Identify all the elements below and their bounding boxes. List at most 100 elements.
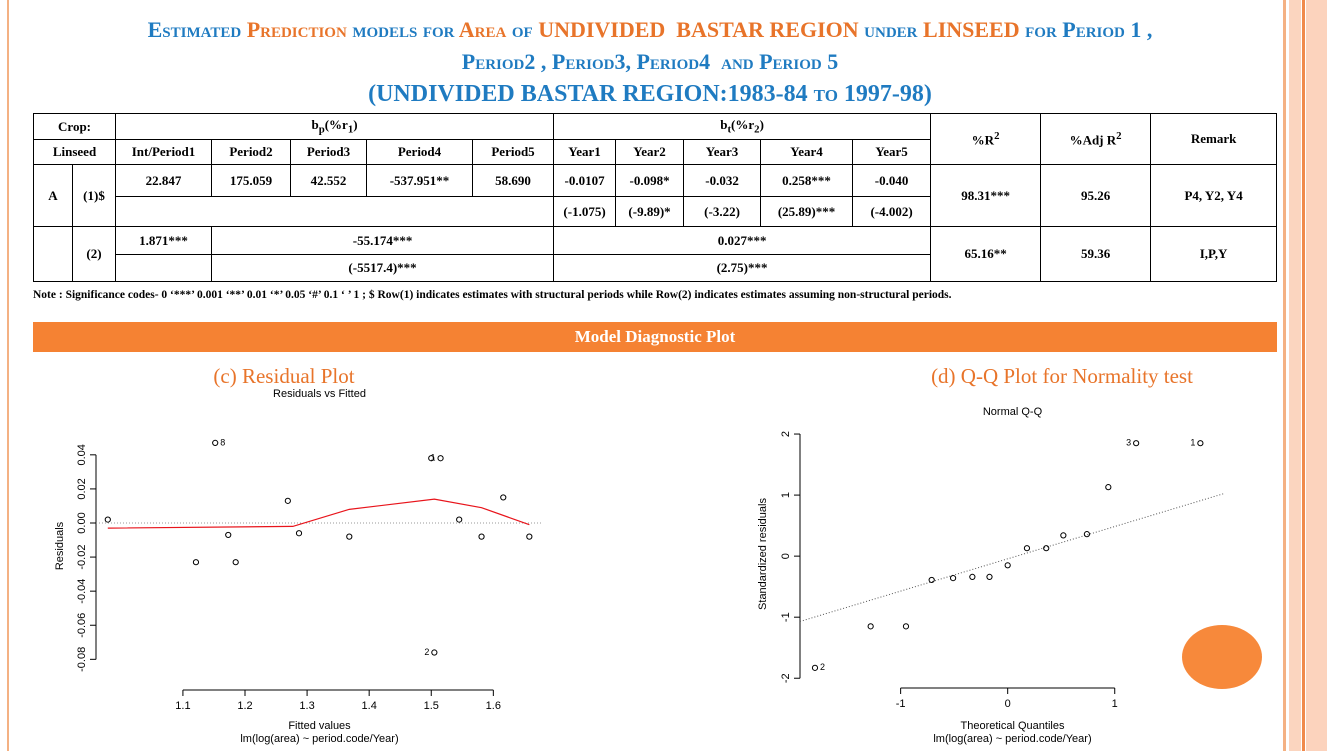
point	[1043, 545, 1050, 552]
x-tick-label: 1.6	[486, 700, 501, 712]
plot-heading: (d) Q-Q Plot for Normality test	[931, 364, 1193, 388]
y-tick-label: 0.00	[76, 512, 88, 533]
cell: (2)	[71, 226, 117, 282]
point	[1023, 545, 1031, 552]
cell: -0.098*	[615, 164, 685, 197]
x-axis-label: Theoretical Quantiles	[961, 720, 1065, 732]
cell	[115, 196, 555, 227]
header-text: )	[353, 117, 358, 133]
header-cell: Int/Period1	[115, 139, 213, 165]
header-cell: Crop:	[32, 113, 117, 140]
header-cell: Period5	[472, 139, 555, 165]
point	[232, 559, 239, 566]
cell: 98.31***	[930, 164, 1042, 227]
y-tick-label: 0.02	[76, 478, 88, 499]
header-cell: Linseed	[32, 139, 117, 165]
decor-circle	[1182, 625, 1262, 689]
point	[1197, 440, 1204, 447]
header-text: %R	[971, 132, 995, 148]
title-line: Estimated Prediction models for Area of …	[20, 16, 1280, 44]
header-text: )	[759, 117, 764, 133]
y-tick-label: -0.06	[76, 613, 88, 638]
title-segment: models for	[352, 17, 459, 42]
x-tick-label: 1	[1112, 698, 1118, 710]
y-tick-label: -1	[780, 612, 792, 622]
y-axis-label: Residuals	[54, 521, 66, 570]
point	[867, 623, 874, 630]
point-label: 8	[220, 437, 225, 447]
title-segment: under	[864, 17, 924, 42]
title-line: Period2 , Period3, Period4 and Period 5	[20, 48, 1280, 76]
point	[969, 573, 976, 580]
x-tick-label: 1.4	[362, 700, 377, 712]
right-stripe	[1283, 0, 1286, 751]
point-label: 2	[424, 647, 429, 657]
x-tick-label: 1.3	[299, 700, 314, 712]
cell: 65.16**	[930, 226, 1042, 282]
title-segment: Period2 , Period3, Period4 and Period 5	[461, 49, 839, 74]
y-tick-label: -0.02	[76, 545, 88, 570]
right-stripe	[1306, 0, 1327, 751]
cell: P4, Y2, Y4	[1150, 164, 1278, 227]
y-tick-label: 2	[780, 431, 792, 437]
title-segment: LINSEED	[923, 17, 1026, 42]
point-label: 1	[431, 453, 436, 463]
cell	[33, 226, 73, 282]
point	[1105, 484, 1112, 491]
header-cell: bp(%r1)	[115, 113, 555, 140]
x-tick-label: 1.1	[175, 700, 190, 712]
y-tick-label: 1	[780, 492, 792, 498]
title-segment: (UNDIVIDED BASTAR REGION:1983-84 to 1997…	[368, 81, 932, 107]
x-axis-label: Fitted values	[288, 720, 351, 732]
point	[1083, 531, 1091, 538]
cell: 95.26	[1040, 164, 1152, 227]
title-line: (UNDIVIDED BASTAR REGION:1983-84 to 1997…	[20, 80, 1280, 108]
header-cell: Period2	[211, 139, 292, 165]
point	[192, 559, 200, 566]
y-tick-label: -2	[780, 673, 792, 683]
header-text: (%r	[731, 117, 755, 133]
plot-title: Residuals vs Fitted	[273, 388, 366, 400]
header-text: b	[311, 117, 319, 133]
y-tick-label: 0.04	[76, 444, 88, 465]
y-tick-label: -0.08	[76, 647, 88, 672]
header-text: b	[720, 117, 728, 133]
point	[212, 439, 219, 446]
title-segment: Prediction	[246, 17, 353, 42]
y-axis-label: Standardized residuals	[757, 498, 769, 610]
cell: (2.75)***	[553, 254, 932, 282]
header-text: %Adj R	[1069, 132, 1117, 148]
point	[500, 494, 507, 501]
cell: (-3.22)	[683, 196, 762, 227]
header-cell: %R2	[930, 113, 1042, 165]
cell: 42.552	[290, 164, 368, 197]
title-segment: Area	[458, 17, 512, 42]
cell: 59.36	[1040, 226, 1152, 282]
point	[902, 623, 910, 630]
cell: 0.258***	[760, 164, 854, 197]
header-text: (%r	[324, 117, 348, 133]
header-cell: Year1	[553, 139, 617, 165]
header-cell: %Adj R2	[1040, 113, 1152, 165]
estimates-table: Crop: bp(%r1) bt(%r2) %R2 %Adj R2 Remark…	[32, 113, 1278, 282]
x-tick-label: 1.2	[237, 700, 252, 712]
point	[295, 530, 303, 537]
point	[478, 533, 485, 540]
point	[437, 455, 444, 462]
title-segment: UNDIVIDED BASTAR REGION	[538, 17, 865, 42]
cell: (1)$	[71, 164, 117, 227]
plot-heading: (c) Residual Plot	[213, 364, 354, 388]
point	[1004, 562, 1011, 569]
right-stripe	[1302, 0, 1305, 751]
point	[431, 649, 438, 656]
y-tick-label: -0.04	[76, 579, 88, 604]
y-tick-label: 0	[780, 553, 792, 559]
point	[346, 533, 353, 540]
header-sub: 2	[754, 123, 760, 136]
point	[428, 455, 435, 462]
right-stripe	[1289, 0, 1301, 751]
title-segment: for Period 1 ,	[1025, 17, 1153, 42]
